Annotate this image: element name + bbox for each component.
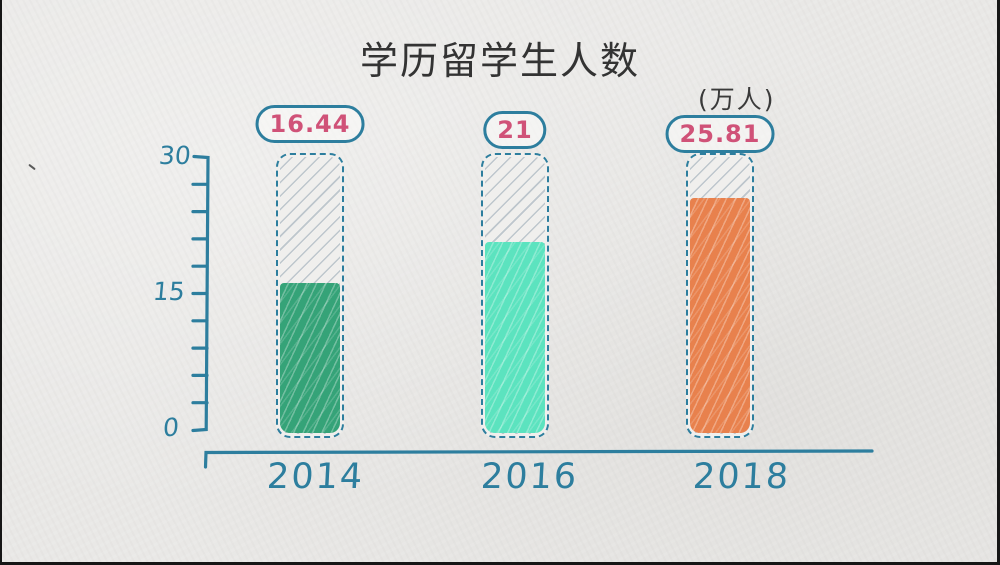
screen-edge-bottom [0, 562, 1000, 565]
value-text-2014: 16.44 [269, 110, 351, 138]
y-tick-label-30: 30 [157, 141, 193, 170]
x-tick-label-2018: 2018 [691, 457, 792, 497]
chart-title: 学历留学生人数 [359, 39, 640, 83]
y-tick-label-0: 0 [162, 412, 180, 443]
bar-fill-2018 [690, 198, 750, 433]
y-tick-label-15: 15 [151, 277, 187, 306]
bar-group-2016: 21 2016 [479, 0, 580, 565]
bar-fill-2014 [280, 283, 340, 433]
bar-group-2014: 16.44 2014 [255, 0, 365, 565]
bar-group-2018: 25.81 2018 [665, 0, 791, 565]
unit-label: (万人) [698, 85, 776, 114]
value-badge-2014: 16.44 [255, 105, 365, 143]
value-badge-2016: 21 [483, 111, 547, 149]
bar-2018 [686, 153, 754, 438]
value-text-2018: 25.81 [679, 120, 761, 148]
bar-fill-2016 [485, 242, 545, 433]
bar-2016 [481, 153, 549, 438]
bar-2014 [276, 153, 344, 438]
value-text-2016: 21 [497, 116, 533, 144]
screen-edge-left [0, 0, 2, 565]
y-axis-minor-ticks [191, 182, 209, 405]
value-badge-2018: 25.81 [665, 115, 775, 153]
x-tick-label-2014: 2014 [265, 457, 366, 497]
x-axis-line [203, 449, 874, 469]
screen-edge-right [997, 0, 1000, 565]
x-tick-label-2016: 2016 [479, 457, 580, 497]
